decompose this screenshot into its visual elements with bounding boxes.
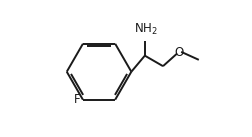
Text: O: O bbox=[174, 46, 183, 59]
Text: F: F bbox=[74, 93, 80, 106]
Text: NH$_2$: NH$_2$ bbox=[133, 22, 157, 37]
